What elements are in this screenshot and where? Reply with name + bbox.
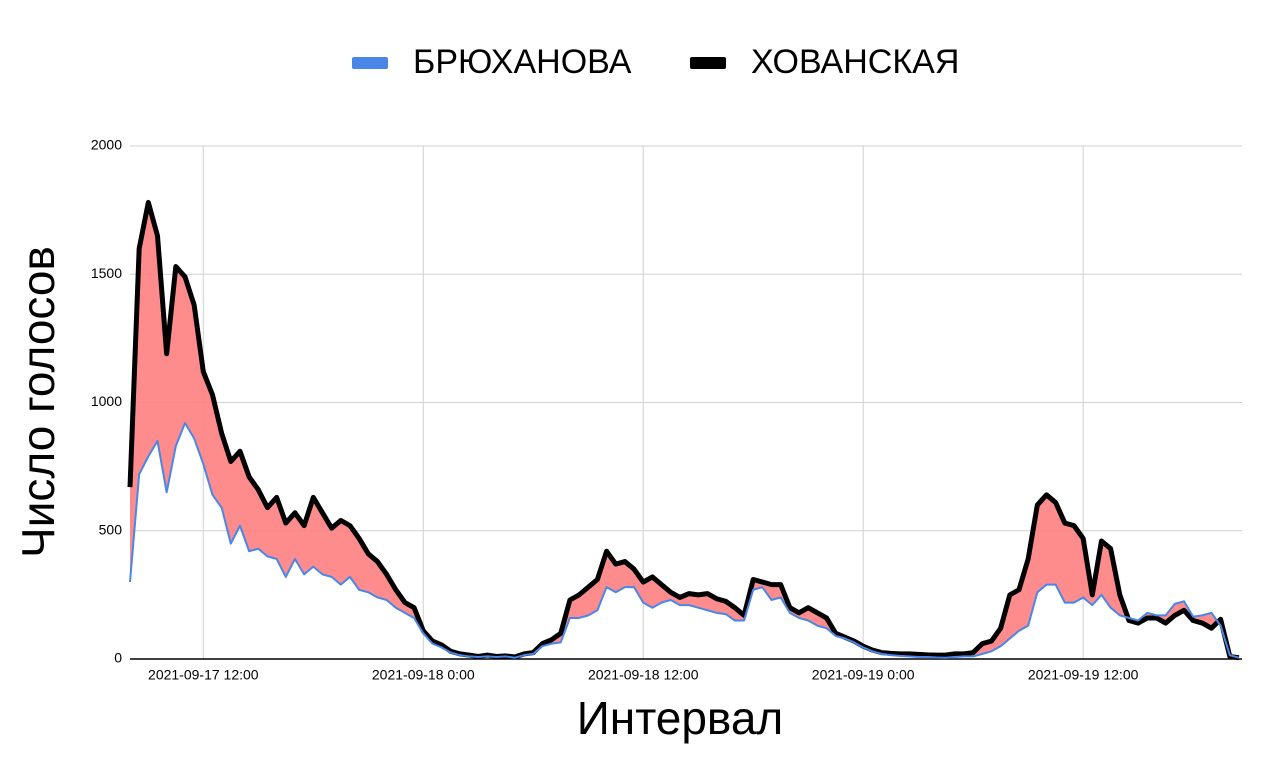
- x-tick-label: 2021-09-19 0:00: [812, 667, 915, 683]
- x-tick-label: 2021-09-18 0:00: [372, 667, 475, 683]
- x-tick-label: 2021-09-18 12:00: [588, 667, 699, 683]
- y-tick-label: 0: [114, 650, 122, 666]
- legend-swatch: [690, 57, 726, 69]
- x-axis-label: Интервал: [577, 692, 784, 744]
- x-tick-label: 2021-09-17 12:00: [148, 667, 259, 683]
- series-line: [127, 199, 1240, 661]
- y-tick-label: 2000: [91, 137, 122, 153]
- y-tick-label: 1000: [91, 393, 122, 409]
- x-tick-label: 2021-09-19 12:00: [1028, 667, 1139, 683]
- legend-label: БРЮХАНОВА: [413, 43, 632, 81]
- legend-swatch: [352, 57, 388, 69]
- series-line: [129, 422, 1240, 659]
- y-tick-label: 1500: [91, 265, 122, 281]
- y-tick-label: 500: [99, 521, 123, 537]
- difference-fill: [130, 202, 1239, 658]
- y-axis-label: Число голосов: [12, 246, 64, 558]
- legend-label: ХОВАНСКАЯ: [751, 43, 959, 81]
